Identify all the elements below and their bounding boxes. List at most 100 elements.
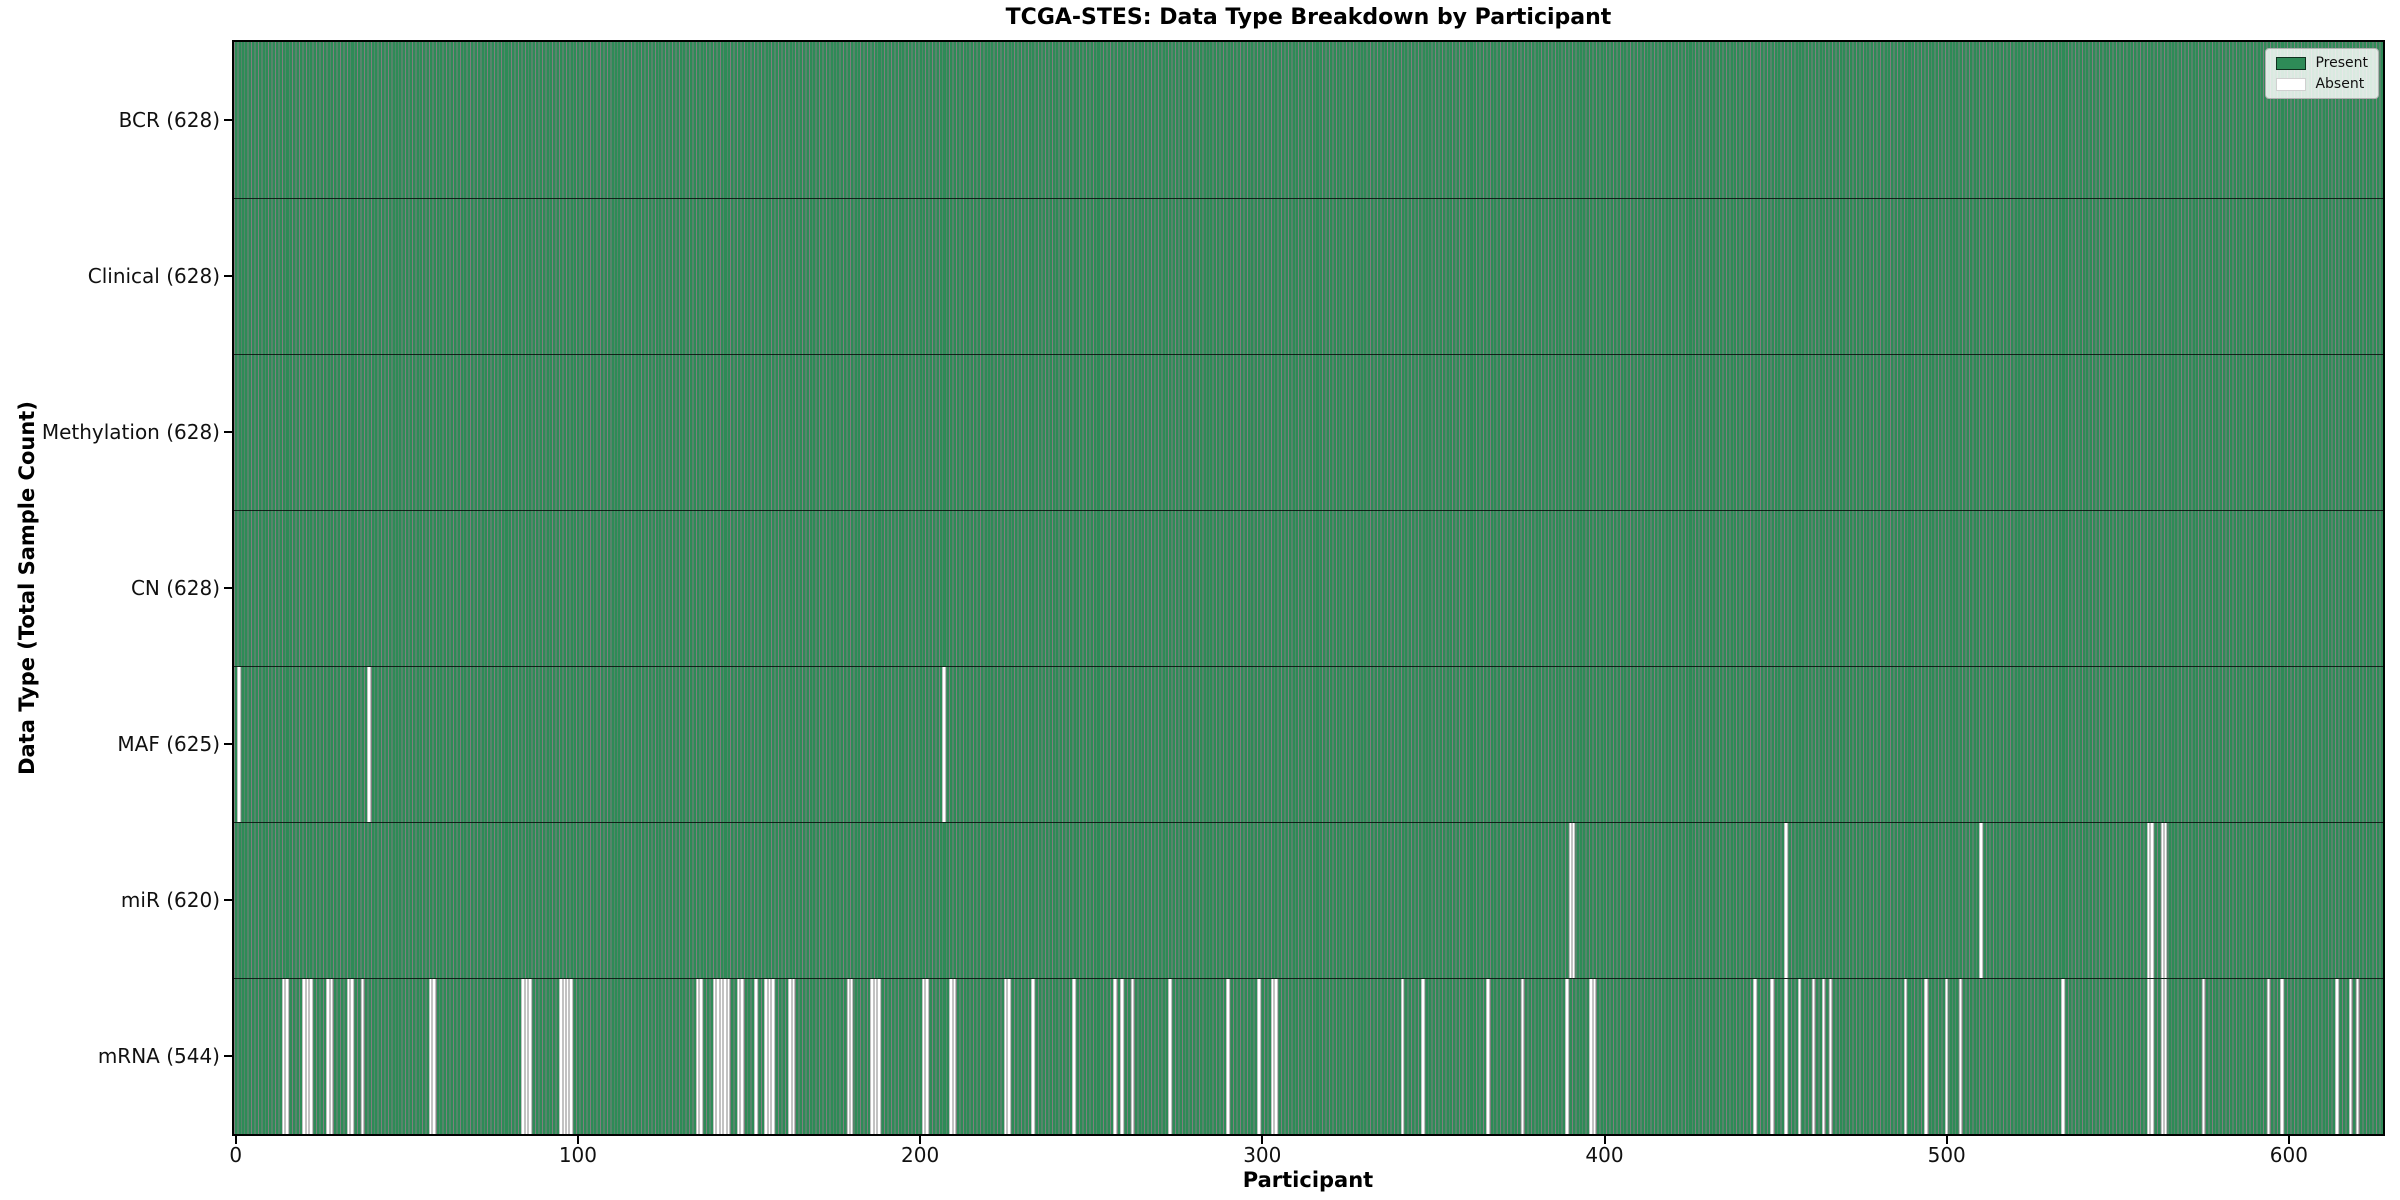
x-tick-mark [2287, 1136, 2290, 1144]
legend-label-absent: Absent [2315, 76, 2365, 92]
absent-gap [1003, 979, 1008, 1134]
absent-gap [360, 979, 365, 1134]
y-tick-mark [224, 275, 232, 277]
x-tick-mark [1945, 1136, 1948, 1144]
absent-gap [699, 979, 703, 1134]
absent-gap [1130, 979, 1134, 1134]
absent-gap [877, 979, 881, 1134]
legend-label-present: Present [2315, 55, 2368, 71]
absent-gap [719, 979, 724, 1134]
absent-gap [521, 979, 525, 1134]
absent-gap [2163, 979, 2168, 1134]
absent-gap [562, 979, 566, 1134]
x-axis-label: Participant [1242, 1168, 1374, 1192]
y-tick-label: mRNA (544) [97, 1044, 220, 1068]
absent-gap [1784, 823, 1788, 978]
y-tick-mark [224, 899, 232, 901]
x-tick-mark [1261, 1136, 1264, 1144]
datatype-row-clinical [234, 198, 2383, 354]
absent-gap [1120, 979, 1124, 1134]
absent-gap [716, 979, 720, 1134]
absent-gap [1797, 979, 1802, 1134]
x-tick-label: 0 [229, 1143, 243, 1167]
legend-entry-present: Present [2276, 55, 2368, 71]
absent-gap [559, 979, 563, 1134]
absent-gap [1113, 979, 1117, 1134]
absent-gap [528, 979, 532, 1134]
absent-gap [2201, 979, 2206, 1134]
absent-gap [1007, 979, 1011, 1134]
absent-gap [326, 979, 330, 1134]
absent-gap [1944, 979, 1949, 1134]
absent-gap [2150, 823, 2154, 978]
absent-gap [1486, 979, 1490, 1134]
absent-gap [846, 979, 850, 1134]
absent-gap [767, 979, 772, 1134]
absent-gap [771, 979, 775, 1134]
absent-gap [1571, 823, 1576, 978]
absent-gap [524, 979, 529, 1134]
absent-gap [723, 979, 727, 1134]
absent-gap [237, 667, 241, 822]
absent-gap [285, 979, 289, 1134]
absent-gap [1770, 979, 1774, 1134]
absent-gap [429, 979, 433, 1134]
absent-gap [1821, 979, 1826, 1134]
legend-entry-absent: Absent [2276, 76, 2368, 92]
x-tick-label: 100 [558, 1143, 597, 1167]
y-tick-mark [224, 587, 232, 589]
absent-gap [754, 979, 758, 1134]
absent-gap [788, 979, 792, 1134]
y-tick-label: Methylation (628) [41, 420, 220, 444]
absent-gap [281, 979, 286, 1134]
absent-gap [2355, 979, 2360, 1134]
y-tick-label: miR (620) [120, 888, 220, 912]
plot-area [232, 40, 2385, 1136]
absent-gap [873, 979, 878, 1134]
absent-gap [952, 979, 957, 1134]
absent-gap [1753, 979, 1757, 1134]
absent-swatch [2276, 77, 2307, 91]
absent-gap [1274, 979, 1278, 1134]
x-tick-label: 500 [1927, 1143, 1966, 1167]
absent-gap [1072, 979, 1076, 1134]
absent-gap [346, 979, 351, 1134]
y-tick-label: CN (628) [130, 576, 220, 600]
absent-gap [1828, 979, 1833, 1134]
absent-gap [367, 667, 371, 822]
absent-gap [1257, 979, 1261, 1134]
absent-gap [2146, 823, 2151, 978]
absent-gap [1592, 979, 1596, 1134]
x-tick-mark [576, 1136, 579, 1144]
present-swatch [2276, 56, 2307, 70]
absent-gap [432, 979, 436, 1134]
absent-gap [302, 979, 306, 1134]
absent-gap [350, 979, 354, 1134]
absent-gap [925, 979, 929, 1134]
datatype-row-mir [234, 822, 2383, 978]
absent-gap [2335, 979, 2339, 1134]
datatype-row-cn [234, 510, 2383, 666]
absent-gap [1400, 979, 1405, 1134]
absent-gap [309, 979, 313, 1134]
absent-gap [1031, 979, 1035, 1134]
datatype-row-mrna [234, 978, 2383, 1134]
x-tick-label: 600 [2269, 1143, 2308, 1167]
absent-gap [1270, 979, 1275, 1134]
absent-gap [2348, 979, 2353, 1134]
datatype-row-methylation [234, 354, 2383, 510]
absent-gap [565, 979, 570, 1134]
absent-gap [949, 979, 953, 1134]
y-tick-label: Clinical (628) [87, 264, 220, 288]
absent-gap [2280, 979, 2284, 1134]
absent-gap [849, 979, 854, 1134]
y-tick-mark [224, 1055, 232, 1057]
x-tick-label: 300 [1243, 1143, 1282, 1167]
absent-gap [791, 979, 796, 1134]
absent-gap [569, 979, 573, 1134]
absent-gap [737, 979, 741, 1134]
absent-gap [2266, 979, 2271, 1134]
x-tick-label: 200 [901, 1143, 940, 1167]
absent-gap [1421, 979, 1425, 1134]
